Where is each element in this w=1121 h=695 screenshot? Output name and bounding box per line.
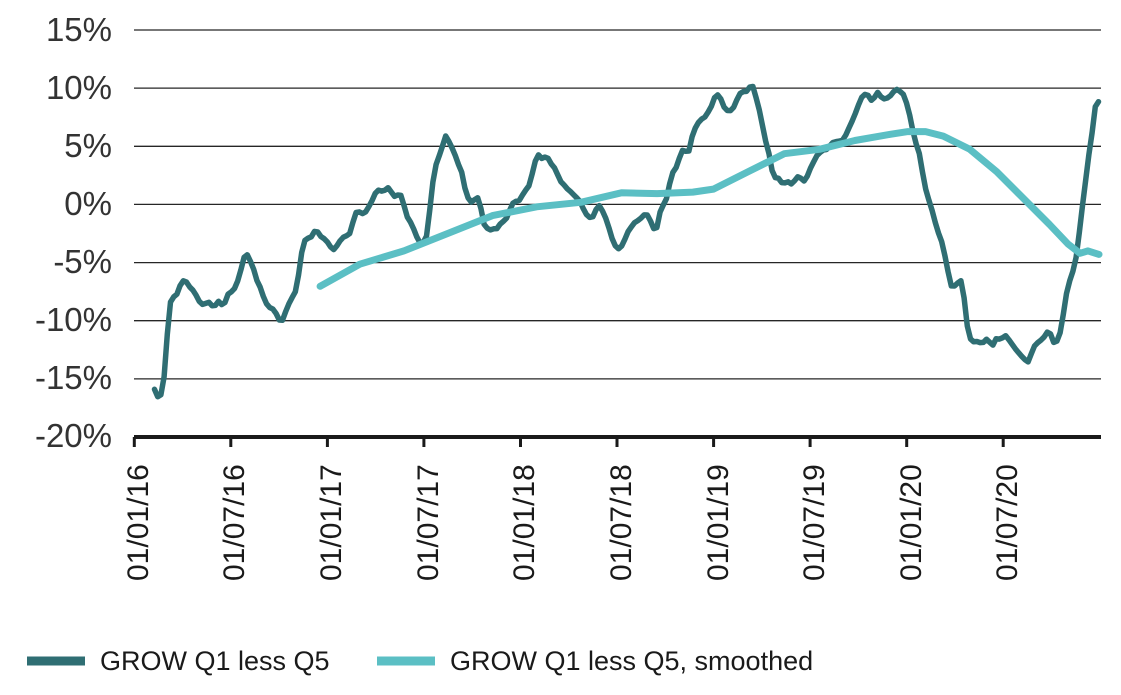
svg-text:-20%: -20% bbox=[35, 417, 112, 454]
svg-text:01/07/19: 01/07/19 bbox=[798, 464, 831, 581]
svg-text:01/07/17: 01/07/17 bbox=[412, 464, 445, 581]
svg-text:-5%: -5% bbox=[53, 243, 112, 280]
svg-text:GROW Q1 less Q5, smoothed: GROW Q1 less Q5, smoothed bbox=[450, 646, 813, 676]
svg-text:5%: 5% bbox=[64, 127, 112, 164]
svg-text:01/07/18: 01/07/18 bbox=[605, 464, 638, 581]
svg-text:01/01/20: 01/01/20 bbox=[895, 464, 928, 581]
svg-text:10%: 10% bbox=[46, 69, 112, 106]
svg-text:-10%: -10% bbox=[35, 301, 112, 338]
svg-text:GROW Q1 less Q5: GROW Q1 less Q5 bbox=[100, 646, 330, 676]
svg-text:01/07/16: 01/07/16 bbox=[218, 464, 251, 581]
svg-text:15%: 15% bbox=[46, 11, 112, 48]
svg-text:-15%: -15% bbox=[35, 359, 112, 396]
svg-text:01/07/20: 01/07/20 bbox=[991, 464, 1024, 581]
svg-text:01/01/16: 01/01/16 bbox=[122, 464, 155, 581]
svg-text:01/01/17: 01/01/17 bbox=[315, 464, 348, 581]
svg-text:01/01/19: 01/01/19 bbox=[702, 464, 735, 581]
svg-text:0%: 0% bbox=[64, 185, 112, 222]
svg-text:01/01/18: 01/01/18 bbox=[508, 464, 541, 581]
